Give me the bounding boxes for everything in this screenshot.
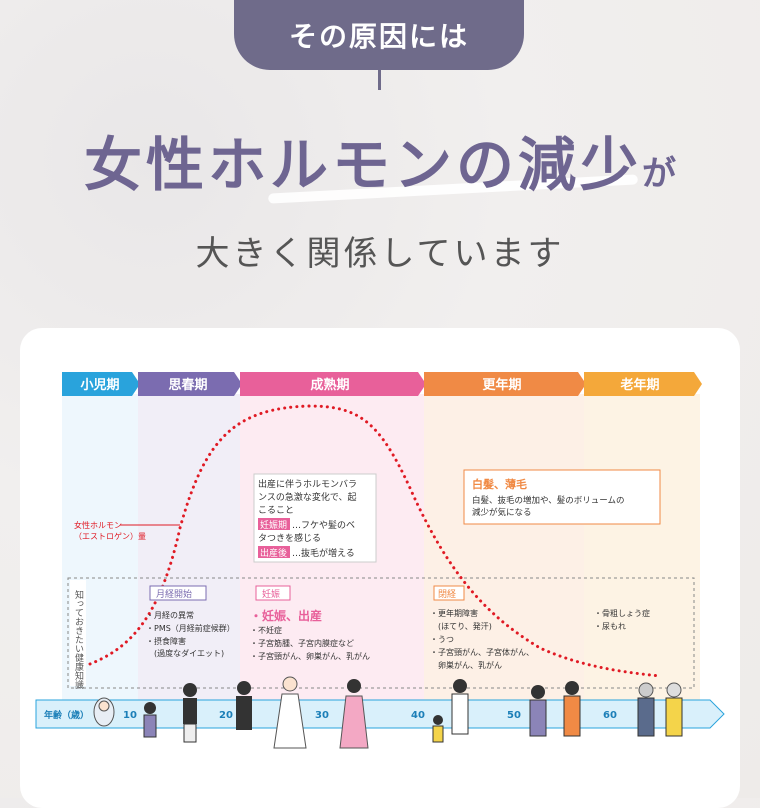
phase-header-menopause [424, 372, 586, 396]
tag-pregnancy [255, 585, 291, 601]
tag-postpartum [258, 546, 290, 558]
hormone-diagram: 小児期 思春期 成熟期 更年期 老年期 知っておきたい健康知識 女性ホルモン （… [35, 372, 725, 749]
age-tick-30: 30 [315, 710, 329, 721]
figure-baby [93, 697, 115, 727]
phase-header-mature [240, 372, 426, 396]
phase-label-puberty: 思春期 [168, 377, 207, 393]
phase-header-child [62, 372, 140, 396]
phase-label-elderly: 老年期 [619, 377, 659, 393]
health-knowledge-box [67, 577, 695, 689]
callout-aging-line2: 減少が気になる [472, 507, 532, 518]
tag-postpartum-label: 出産後 [260, 547, 287, 559]
age-tick-20: 20 [219, 710, 233, 721]
figure-family [432, 679, 469, 743]
headline: 女性ホルモンの減少が [0, 118, 760, 202]
callout-mature-text1: …フケや髪のベ [292, 519, 355, 531]
menopause-item-3: ・子宮頸がん、子宮体がん、 [430, 647, 534, 657]
headline-suffix: が [642, 154, 676, 194]
callout-mature-line2: ンスの急激な変化で、起 [258, 491, 356, 503]
phase-header-puberty [138, 372, 242, 396]
tag-menarche [149, 585, 207, 601]
callout-aging-title: 白髪、薄毛 [472, 477, 527, 491]
sidebar-label: 知っておきたい健康知識 [73, 589, 84, 690]
phase-label-child: 小児期 [80, 378, 119, 393]
phase-header-elderly [584, 372, 702, 396]
figure-child [143, 702, 157, 738]
phase-label-mature: 成熟期 [310, 377, 349, 393]
age-tick-10: 10 [123, 710, 137, 721]
tag-menopause [433, 585, 465, 601]
menopause-item-0: ・更年期障害 [430, 608, 478, 618]
callout-mature-text2: …抜毛が増える [292, 547, 355, 559]
figure-mother [339, 679, 369, 749]
hormone-label-2: （エストロゲン）量 [74, 531, 146, 541]
subline: 大きく関係しています [195, 234, 565, 274]
elderly-item-1: ・尿もれ [594, 622, 626, 631]
figure-office-woman [236, 681, 252, 730]
callout-aging-line1: 白髪、抜毛の増加や、髪のボリュームの [472, 495, 625, 506]
pregnancy-item-0: ・不妊症 [250, 625, 282, 635]
tag-menopause-label: 閉経 [438, 588, 456, 600]
pill-stem [378, 70, 381, 90]
pregnancy-item-2: ・子宮頸がん、卵巣がん、乳がん [250, 651, 370, 661]
puberty-item-0: ・月経の異常 [146, 610, 194, 620]
figure-elderly-couple [637, 682, 683, 737]
pregnancy-item-1: ・子宮筋腫、子宮内膜症など [250, 638, 354, 648]
hormone-label-1: 女性ホルモン [74, 520, 122, 530]
menopause-item-4: 卵巣がん、乳がん [430, 660, 502, 670]
diagram-card: 小児期 思春期 成熟期 更年期 老年期 知っておきたい健康知識 女性ホルモン （… [20, 328, 740, 808]
phase-bg-elderly [584, 394, 700, 704]
age-tick-60: 60 [603, 710, 617, 721]
tag-menarche-label: 月経開始 [156, 588, 192, 600]
menopause-item-2: ・うつ [430, 635, 454, 644]
tag-pregnancy-period [258, 518, 290, 530]
age-tick-50: 50 [507, 710, 521, 721]
pill-label: その原因には [288, 20, 469, 53]
callout-mature-text1b: タつきを感じる [258, 532, 321, 544]
callout-mature-line3: こること [258, 505, 294, 516]
age-tick-40: 40 [411, 710, 425, 721]
puberty-item-2: ・摂食障害 [146, 636, 186, 646]
tag-pregnancy-label: 妊娠 [262, 588, 280, 600]
callout-mature-line1: 出産に伴うホルモンバラ [258, 478, 357, 490]
age-axis-arrow [35, 699, 725, 729]
section-pill: その原因には [234, 0, 524, 70]
puberty-item-3: (過度なダイエット) [146, 648, 224, 658]
phase-bg-puberty [138, 394, 240, 704]
age-axis-label: 年齢（歳） [44, 709, 89, 721]
figure-student [183, 683, 197, 743]
sidebar-bg [70, 580, 86, 686]
phase-bg-menopause [424, 394, 584, 704]
figure-middle-age [529, 681, 581, 737]
callout-aging [463, 469, 661, 525]
figure-bride [273, 676, 307, 749]
pregnancy-headline: ・妊娠、出産 [250, 608, 322, 623]
menopause-item-1: (ほてり、発汗) [430, 622, 492, 631]
puberty-item-1: ・PMS（月経前症候群） [146, 623, 235, 633]
elderly-item-0: ・骨粗しょう症 [594, 608, 650, 618]
headline-main: 女性ホルモンの減少 [83, 131, 642, 199]
phase-label-menopause: 更年期 [482, 377, 521, 393]
tag-pregnancy-period-label: 妊娠期 [260, 519, 287, 531]
